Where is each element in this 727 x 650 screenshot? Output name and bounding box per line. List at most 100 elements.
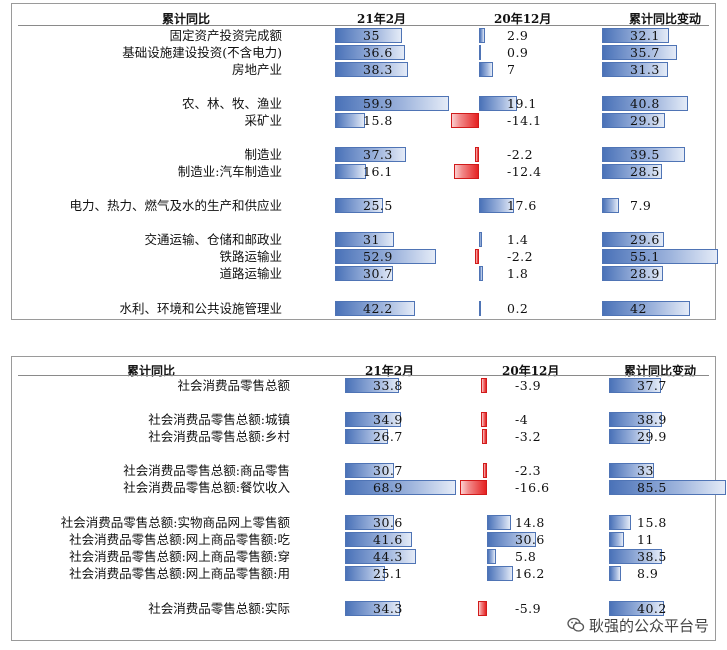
- header-series-3: 累计同比变动: [629, 12, 702, 26]
- data-label: 36.6: [363, 45, 393, 60]
- bar-3: [609, 412, 663, 427]
- data-label: 29.9: [630, 113, 660, 128]
- bar-2: [487, 515, 511, 530]
- data-label: 34.9: [373, 412, 403, 427]
- bar-2: [479, 62, 493, 77]
- bar-3: [602, 113, 665, 128]
- data-label: 33: [637, 463, 654, 478]
- bar-3: [602, 232, 665, 247]
- header-divider: [18, 375, 709, 376]
- data-label: -2.3: [515, 463, 542, 478]
- data-label: 14.8: [515, 515, 545, 530]
- data-label: 40.8: [630, 96, 660, 111]
- data-label: 2.9: [507, 28, 529, 43]
- bar-3: [602, 266, 663, 281]
- data-label: 44.3: [373, 549, 403, 564]
- bar-1: [335, 164, 366, 179]
- bar-2: [474, 249, 479, 264]
- header-series-3: 累计同比变动: [624, 364, 697, 378]
- data-label: 16.2: [515, 566, 545, 581]
- data-label: 1.8: [507, 266, 529, 281]
- bar-1: [345, 412, 402, 427]
- bar-1: [345, 601, 401, 616]
- bar-2: [474, 147, 479, 162]
- bar-2: [480, 378, 487, 393]
- row-label: 社会消费品零售总额: [177, 378, 290, 393]
- data-label: 0.2: [507, 301, 529, 316]
- bar-3: [602, 249, 718, 264]
- data-label: 37.7: [637, 378, 667, 393]
- bar-1: [335, 249, 436, 264]
- data-label: 38.3: [363, 62, 393, 77]
- data-label: 33.8: [373, 378, 403, 393]
- bar-2: [487, 532, 536, 547]
- data-label: 38.9: [637, 412, 667, 427]
- bar-2: [480, 412, 487, 427]
- bar-3: [602, 198, 619, 213]
- row-label: 社会消费品零售总额:商品零售: [123, 463, 290, 478]
- row-label: 制造业:汽车制造业: [177, 164, 282, 179]
- header-series-2: 20年12月: [494, 12, 552, 26]
- data-label: 28.5: [630, 164, 660, 179]
- bar-3: [609, 549, 662, 564]
- watermark: 耿强的公众平台号: [567, 615, 709, 636]
- data-label: 34.3: [373, 601, 403, 616]
- data-label: 42.2: [363, 301, 393, 316]
- row-label: 社会消费品零售总额:实物商品网上零售额: [60, 515, 290, 530]
- data-label: 59.9: [363, 96, 393, 111]
- bar-1: [345, 378, 400, 393]
- data-label: 16.1: [363, 164, 393, 179]
- row-label: 交通运输、仓储和邮政业: [144, 232, 282, 247]
- data-label: 30.7: [373, 463, 403, 478]
- data-label: 85.5: [637, 480, 667, 495]
- data-label: 55.1: [630, 249, 660, 264]
- data-label: 25.5: [363, 198, 393, 213]
- data-label: 5.8: [515, 549, 537, 564]
- data-label: -4: [515, 412, 529, 427]
- data-label: 30.7: [363, 266, 393, 281]
- data-label: 7.9: [630, 198, 652, 213]
- bar-2: [479, 232, 482, 247]
- bar-1: [335, 266, 394, 281]
- bar-3: [602, 62, 668, 77]
- data-label: 17.6: [507, 198, 537, 213]
- header-label: 累计同比: [127, 364, 176, 378]
- row-label: 社会消费品零售总额:乡村: [148, 429, 290, 444]
- bar-1: [335, 301, 416, 316]
- row-label: 固定资产投资完成额: [169, 28, 282, 43]
- bar-1: [345, 463, 395, 478]
- bar-2: [487, 549, 497, 564]
- data-label: -3.9: [515, 378, 542, 393]
- bar-3: [609, 566, 622, 581]
- data-label: 35.7: [630, 45, 660, 60]
- data-label: 31: [363, 232, 380, 247]
- data-label: 7: [507, 62, 516, 77]
- bar-2: [450, 113, 479, 128]
- header-label: 累计同比: [162, 12, 211, 26]
- header-series-2: 20年12月: [502, 364, 560, 378]
- header-series-1: 21年2月: [365, 364, 415, 378]
- row-label: 采矿业: [244, 113, 282, 128]
- data-label: 25.1: [373, 566, 403, 581]
- data-label: 30.6: [373, 515, 403, 530]
- row-label: 制造业: [244, 147, 282, 162]
- bar-3: [602, 147, 685, 162]
- data-label: 1.4: [507, 232, 529, 247]
- row-label: 农、林、牧、渔业: [181, 96, 282, 111]
- row-label: 电力、热力、燃气及水的生产和供应业: [69, 198, 282, 213]
- bar-3: [602, 164, 662, 179]
- data-label: 26.7: [373, 429, 403, 444]
- bar-3: [602, 96, 688, 111]
- wechat-icon: [567, 617, 585, 632]
- header-divider: [18, 25, 709, 26]
- bar-2: [481, 429, 487, 444]
- bar-1: [335, 62, 408, 77]
- data-label: 52.9: [363, 249, 393, 264]
- data-label: 8.9: [637, 566, 659, 581]
- row-label: 社会消费品零售总额:网上商品零售额:用: [69, 566, 290, 581]
- row-label: 基础设施建设投资(不含电力): [122, 45, 282, 60]
- data-label: 30.6: [515, 532, 545, 547]
- bar-1: [335, 113, 366, 128]
- bar-2: [479, 28, 485, 43]
- data-label: 15.8: [637, 515, 667, 530]
